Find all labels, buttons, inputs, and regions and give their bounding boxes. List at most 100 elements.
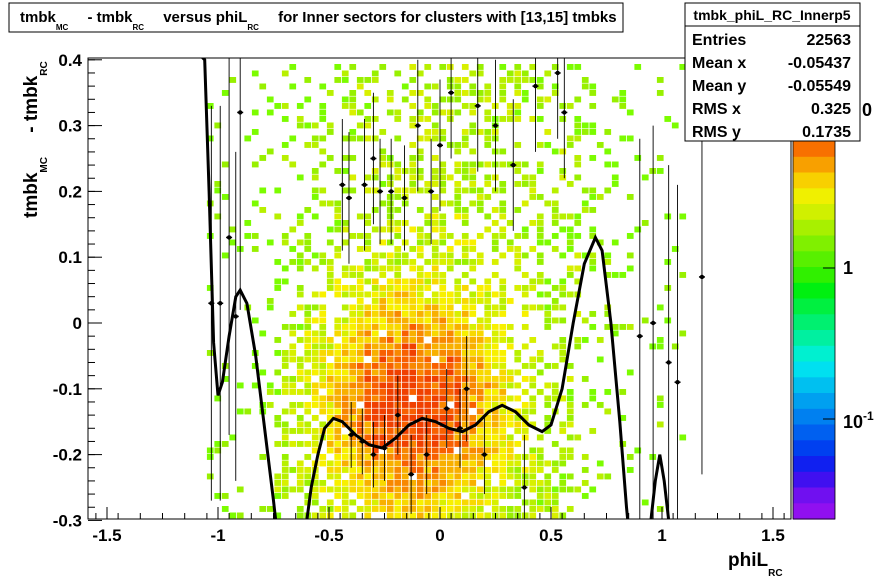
heatmap-cell bbox=[334, 291, 342, 298]
heatmap-cell bbox=[461, 369, 469, 376]
heatmap-cell bbox=[424, 311, 432, 317]
heatmap-cell bbox=[446, 83, 454, 90]
heatmap-cell bbox=[536, 486, 544, 493]
heatmap-cell bbox=[304, 330, 312, 337]
heatmap-cell bbox=[619, 135, 627, 142]
heatmap-cell bbox=[454, 96, 462, 103]
heatmap-cell bbox=[379, 181, 387, 187]
heatmap-cell bbox=[424, 467, 432, 473]
heatmap-cell bbox=[401, 460, 409, 467]
heatmap-cell bbox=[296, 473, 304, 480]
heatmap-cell bbox=[356, 109, 364, 116]
heatmap-cell bbox=[461, 135, 469, 142]
heatmap-cell bbox=[394, 317, 402, 324]
heatmap-cell bbox=[439, 337, 447, 343]
heatmap-cell bbox=[431, 512, 439, 519]
heatmap-cell bbox=[476, 499, 484, 506]
heatmap-cell bbox=[581, 207, 589, 213]
heatmap-cell bbox=[319, 402, 327, 408]
heatmap-cell bbox=[671, 343, 679, 350]
heatmap-cell bbox=[589, 389, 597, 395]
heatmap-cell bbox=[679, 272, 687, 278]
heatmap-cell bbox=[371, 252, 379, 259]
heatmap-cell bbox=[356, 441, 364, 447]
heatmap-cell bbox=[379, 376, 387, 382]
heatmap-cell bbox=[476, 317, 484, 324]
heatmap-cell bbox=[589, 265, 597, 272]
heatmap-cell bbox=[349, 129, 357, 135]
heatmap-cell bbox=[356, 447, 364, 454]
heatmap-cell bbox=[401, 441, 409, 447]
heatmap-cell bbox=[379, 506, 387, 512]
heatmap-cell bbox=[544, 415, 552, 421]
heatmap-cell bbox=[386, 194, 394, 200]
heatmap-cell bbox=[221, 376, 229, 382]
heatmap-cell bbox=[349, 363, 357, 369]
heatmap-cell bbox=[439, 428, 447, 434]
heatmap-cell bbox=[326, 473, 334, 480]
heatmap-cell bbox=[416, 207, 424, 213]
heatmap-cell bbox=[401, 415, 409, 421]
heatmap-cell bbox=[229, 434, 237, 441]
heatmap-cell bbox=[491, 376, 499, 382]
heatmap-cell bbox=[221, 506, 229, 512]
heatmap-cell bbox=[281, 142, 289, 148]
heatmap-cell bbox=[364, 389, 372, 395]
heatmap-cell bbox=[311, 382, 319, 389]
heatmap-cell bbox=[529, 220, 537, 226]
heatmap-cell bbox=[379, 363, 387, 369]
heatmap-cell bbox=[506, 454, 514, 460]
heatmap-cell bbox=[349, 467, 357, 473]
heatmap-cell bbox=[521, 408, 529, 415]
heatmap-cell bbox=[409, 90, 417, 96]
heatmap-cell bbox=[341, 395, 349, 402]
heatmap-cell bbox=[364, 278, 372, 285]
heatmap-cell bbox=[326, 499, 334, 506]
heatmap-cell bbox=[341, 382, 349, 389]
heatmap-cell bbox=[454, 213, 462, 220]
heatmap-cell bbox=[349, 135, 357, 142]
heatmap-cell bbox=[371, 376, 379, 382]
heatmap-cell bbox=[371, 395, 379, 402]
heatmap-cell bbox=[589, 486, 597, 493]
heatmap-cell bbox=[566, 454, 574, 460]
heatmap-cell bbox=[544, 499, 552, 506]
heatmap-cell bbox=[416, 356, 424, 363]
heatmap-cell bbox=[401, 395, 409, 402]
heatmap-cell bbox=[446, 363, 454, 369]
heatmap-cell bbox=[461, 207, 469, 213]
heatmap-cell bbox=[401, 285, 409, 291]
heatmap-cell bbox=[446, 421, 454, 428]
heatmap-cell bbox=[431, 207, 439, 213]
heatmap-cell bbox=[304, 473, 312, 480]
heatmap-cell bbox=[296, 122, 304, 129]
heatmap-cell bbox=[296, 116, 304, 122]
profile-point bbox=[555, 70, 560, 76]
heatmap-cell bbox=[319, 376, 327, 382]
heatmap-cell bbox=[476, 415, 484, 421]
color-scale-bar: 110-10 bbox=[792, 100, 874, 520]
heatmap-cell bbox=[499, 467, 507, 473]
heatmap-cell bbox=[499, 480, 507, 486]
heatmap-cell bbox=[416, 90, 424, 96]
heatmap-cell bbox=[424, 460, 432, 467]
heatmap-cell bbox=[484, 298, 492, 304]
heatmap-cell bbox=[311, 486, 319, 493]
heatmap-cell bbox=[401, 486, 409, 493]
heatmap-cell bbox=[304, 356, 312, 363]
heatmap-cell bbox=[499, 200, 507, 207]
heatmap-cell bbox=[334, 207, 342, 213]
heatmap-cell bbox=[514, 77, 522, 83]
heatmap-cell bbox=[266, 304, 274, 311]
heatmap-cell bbox=[484, 194, 492, 200]
heatmap-cell bbox=[469, 421, 477, 428]
heatmap-cell bbox=[371, 70, 379, 77]
heatmap-cell bbox=[439, 343, 447, 350]
heatmap-cell bbox=[416, 447, 424, 454]
heatmap-cell bbox=[469, 447, 477, 454]
heatmap-cell bbox=[626, 194, 634, 200]
heatmap-cell bbox=[334, 343, 342, 350]
heatmap-cell bbox=[439, 187, 447, 194]
heatmap-cell bbox=[319, 103, 327, 109]
heatmap-cell bbox=[619, 90, 627, 96]
